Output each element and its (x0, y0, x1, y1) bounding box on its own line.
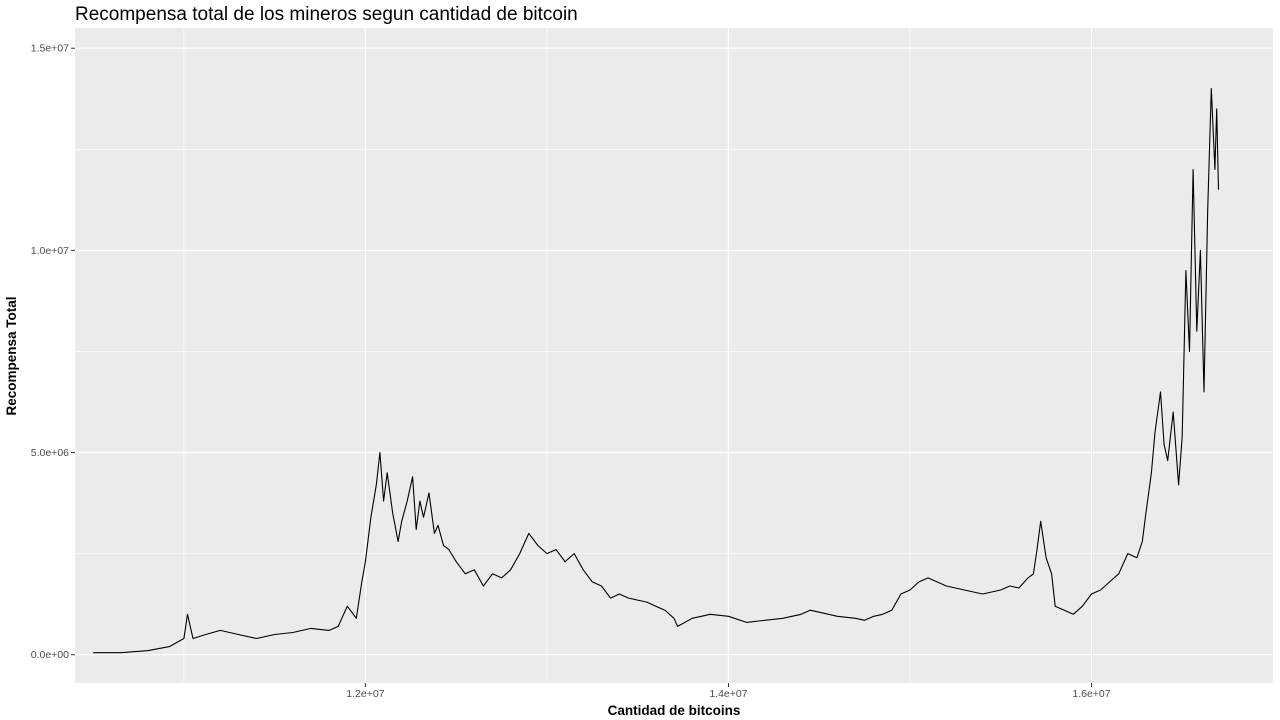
y-tick-label: 5.0e+06 (31, 447, 69, 459)
plot-panel (75, 28, 1273, 683)
x-tick-label: 1.2e+07 (346, 688, 384, 700)
x-tick-label: 1.4e+07 (709, 688, 747, 700)
x-axis: 1.2e+07 1.4e+07 1.6e+07 (346, 683, 1111, 700)
x-tick-label: 1.6e+07 (1072, 688, 1110, 700)
y-tick-label: 0.0e+00 (31, 649, 69, 661)
y-axis: 0.0e+00 5.0e+06 1.0e+07 1.5e+07 (31, 43, 75, 661)
series (93, 88, 1220, 654)
y-tick-label: 1.0e+07 (31, 245, 69, 257)
series-line (93, 88, 1220, 654)
y-tick-label: 1.5e+07 (31, 43, 69, 55)
x-axis-label: Cantidad de bitcoins (608, 703, 741, 718)
chart-title: Recompensa total de los mineros segun ca… (75, 4, 578, 25)
y-axis-label: Recompensa Total (4, 296, 19, 415)
grid (75, 28, 1273, 683)
